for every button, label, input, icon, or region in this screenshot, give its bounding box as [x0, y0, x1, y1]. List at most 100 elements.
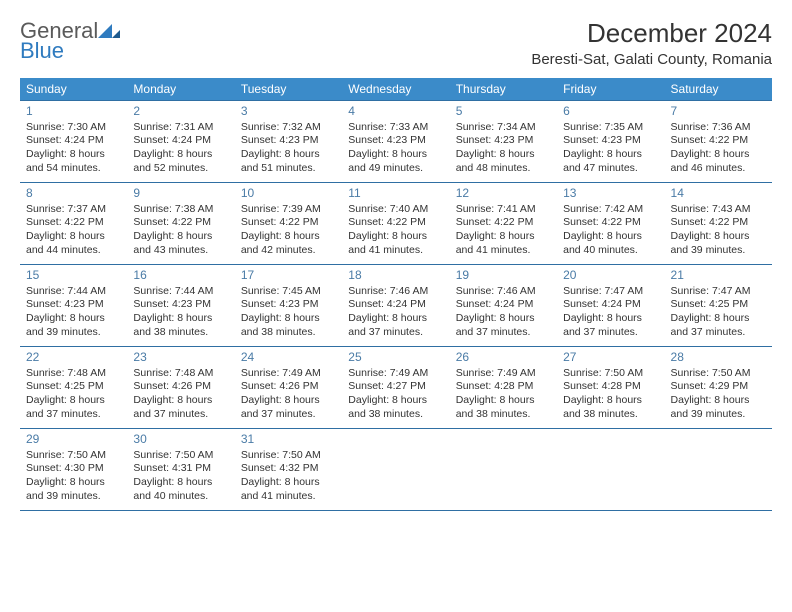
sunrise-line: Sunrise: 7:41 AM	[456, 203, 551, 217]
location-text: Beresti-Sat, Galati County, Romania	[531, 51, 772, 68]
daylight-line-2: and 41 minutes.	[241, 490, 336, 504]
calendar-day-cell: 6Sunrise: 7:35 AMSunset: 4:23 PMDaylight…	[557, 101, 664, 183]
daylight-line-1: Daylight: 8 hours	[456, 394, 551, 408]
calendar-day-cell: 10Sunrise: 7:39 AMSunset: 4:22 PMDayligh…	[235, 183, 342, 265]
sunset-line: Sunset: 4:22 PM	[133, 216, 228, 230]
sunset-line: Sunset: 4:23 PM	[241, 134, 336, 148]
weekday-header-row: Sunday Monday Tuesday Wednesday Thursday…	[20, 78, 772, 101]
sunset-line: Sunset: 4:22 PM	[348, 216, 443, 230]
sunset-line: Sunset: 4:24 PM	[348, 298, 443, 312]
daylight-line-1: Daylight: 8 hours	[348, 148, 443, 162]
calendar-week-row: 22Sunrise: 7:48 AMSunset: 4:25 PMDayligh…	[20, 347, 772, 429]
calendar-day-cell: 3Sunrise: 7:32 AMSunset: 4:23 PMDaylight…	[235, 101, 342, 183]
sunrise-line: Sunrise: 7:48 AM	[26, 367, 121, 381]
calendar-day-cell: 28Sunrise: 7:50 AMSunset: 4:29 PMDayligh…	[665, 347, 772, 429]
sunset-line: Sunset: 4:25 PM	[671, 298, 766, 312]
daylight-line-2: and 38 minutes.	[133, 326, 228, 340]
daylight-line-1: Daylight: 8 hours	[348, 230, 443, 244]
weekday-header: Sunday	[20, 78, 127, 101]
sunrise-line: Sunrise: 7:49 AM	[348, 367, 443, 381]
sunset-line: Sunset: 4:24 PM	[26, 134, 121, 148]
daylight-line-2: and 47 minutes.	[563, 162, 658, 176]
day-number: 25	[348, 350, 443, 366]
daylight-line-2: and 37 minutes.	[456, 326, 551, 340]
daylight-line-2: and 37 minutes.	[348, 326, 443, 340]
day-number: 6	[563, 104, 658, 120]
day-number: 24	[241, 350, 336, 366]
daylight-line-2: and 38 minutes.	[241, 326, 336, 340]
calendar-day-cell: 17Sunrise: 7:45 AMSunset: 4:23 PMDayligh…	[235, 265, 342, 347]
calendar-day-cell: 21Sunrise: 7:47 AMSunset: 4:25 PMDayligh…	[665, 265, 772, 347]
sunset-line: Sunset: 4:24 PM	[133, 134, 228, 148]
day-number: 30	[133, 432, 228, 448]
sunrise-line: Sunrise: 7:37 AM	[26, 203, 121, 217]
daylight-line-1: Daylight: 8 hours	[563, 230, 658, 244]
day-number: 18	[348, 268, 443, 284]
sunrise-line: Sunrise: 7:34 AM	[456, 121, 551, 135]
daylight-line-1: Daylight: 8 hours	[671, 230, 766, 244]
sunset-line: Sunset: 4:29 PM	[671, 380, 766, 394]
brand-text: General Blue	[20, 18, 120, 70]
weekday-header: Wednesday	[342, 78, 449, 101]
sunrise-line: Sunrise: 7:42 AM	[563, 203, 658, 217]
day-number: 19	[456, 268, 551, 284]
sunrise-line: Sunrise: 7:50 AM	[671, 367, 766, 381]
daylight-line-1: Daylight: 8 hours	[26, 312, 121, 326]
weekday-header: Tuesday	[235, 78, 342, 101]
daylight-line-1: Daylight: 8 hours	[26, 148, 121, 162]
day-number: 27	[563, 350, 658, 366]
sunrise-line: Sunrise: 7:46 AM	[456, 285, 551, 299]
calendar-day-cell: 13Sunrise: 7:42 AMSunset: 4:22 PMDayligh…	[557, 183, 664, 265]
calendar-day-cell: 22Sunrise: 7:48 AMSunset: 4:25 PMDayligh…	[20, 347, 127, 429]
daylight-line-2: and 41 minutes.	[348, 244, 443, 258]
day-number: 28	[671, 350, 766, 366]
sunset-line: Sunset: 4:26 PM	[133, 380, 228, 394]
day-number: 10	[241, 186, 336, 202]
sunrise-line: Sunrise: 7:36 AM	[671, 121, 766, 135]
daylight-line-2: and 37 minutes.	[241, 408, 336, 422]
calendar-day-cell: 24Sunrise: 7:49 AMSunset: 4:26 PMDayligh…	[235, 347, 342, 429]
sunrise-line: Sunrise: 7:45 AM	[241, 285, 336, 299]
day-number: 8	[26, 186, 121, 202]
calendar-day-cell: 15Sunrise: 7:44 AMSunset: 4:23 PMDayligh…	[20, 265, 127, 347]
daylight-line-2: and 39 minutes.	[671, 408, 766, 422]
sunrise-line: Sunrise: 7:40 AM	[348, 203, 443, 217]
daylight-line-1: Daylight: 8 hours	[26, 230, 121, 244]
daylight-line-1: Daylight: 8 hours	[241, 312, 336, 326]
daylight-line-1: Daylight: 8 hours	[563, 394, 658, 408]
daylight-line-2: and 43 minutes.	[133, 244, 228, 258]
calendar-day-cell: 20Sunrise: 7:47 AMSunset: 4:24 PMDayligh…	[557, 265, 664, 347]
day-number: 13	[563, 186, 658, 202]
daylight-line-1: Daylight: 8 hours	[348, 312, 443, 326]
daylight-line-2: and 39 minutes.	[26, 326, 121, 340]
day-number: 5	[456, 104, 551, 120]
calendar-day-cell: 2Sunrise: 7:31 AMSunset: 4:24 PMDaylight…	[127, 101, 234, 183]
daylight-line-1: Daylight: 8 hours	[671, 148, 766, 162]
day-number: 4	[348, 104, 443, 120]
page-header: General Blue December 2024 Beresti-Sat, …	[20, 18, 772, 70]
sunset-line: Sunset: 4:23 PM	[563, 134, 658, 148]
sunrise-line: Sunrise: 7:47 AM	[671, 285, 766, 299]
sunset-line: Sunset: 4:27 PM	[348, 380, 443, 394]
daylight-line-2: and 49 minutes.	[348, 162, 443, 176]
daylight-line-2: and 39 minutes.	[26, 490, 121, 504]
sunrise-line: Sunrise: 7:49 AM	[456, 367, 551, 381]
sunrise-line: Sunrise: 7:32 AM	[241, 121, 336, 135]
daylight-line-1: Daylight: 8 hours	[563, 312, 658, 326]
day-number: 20	[563, 268, 658, 284]
day-number: 22	[26, 350, 121, 366]
calendar-day-cell: 9Sunrise: 7:38 AMSunset: 4:22 PMDaylight…	[127, 183, 234, 265]
day-number: 16	[133, 268, 228, 284]
calendar-day-cell: 27Sunrise: 7:50 AMSunset: 4:28 PMDayligh…	[557, 347, 664, 429]
calendar-day-cell: 1Sunrise: 7:30 AMSunset: 4:24 PMDaylight…	[20, 101, 127, 183]
calendar-day-cell: 25Sunrise: 7:49 AMSunset: 4:27 PMDayligh…	[342, 347, 449, 429]
calendar-day-cell: 5Sunrise: 7:34 AMSunset: 4:23 PMDaylight…	[450, 101, 557, 183]
sunset-line: Sunset: 4:31 PM	[133, 462, 228, 476]
sunset-line: Sunset: 4:22 PM	[563, 216, 658, 230]
daylight-line-1: Daylight: 8 hours	[133, 394, 228, 408]
daylight-line-1: Daylight: 8 hours	[456, 148, 551, 162]
calendar-day-cell: 12Sunrise: 7:41 AMSunset: 4:22 PMDayligh…	[450, 183, 557, 265]
sunrise-line: Sunrise: 7:39 AM	[241, 203, 336, 217]
daylight-line-2: and 51 minutes.	[241, 162, 336, 176]
calendar-day-cell: 29Sunrise: 7:50 AMSunset: 4:30 PMDayligh…	[20, 429, 127, 511]
